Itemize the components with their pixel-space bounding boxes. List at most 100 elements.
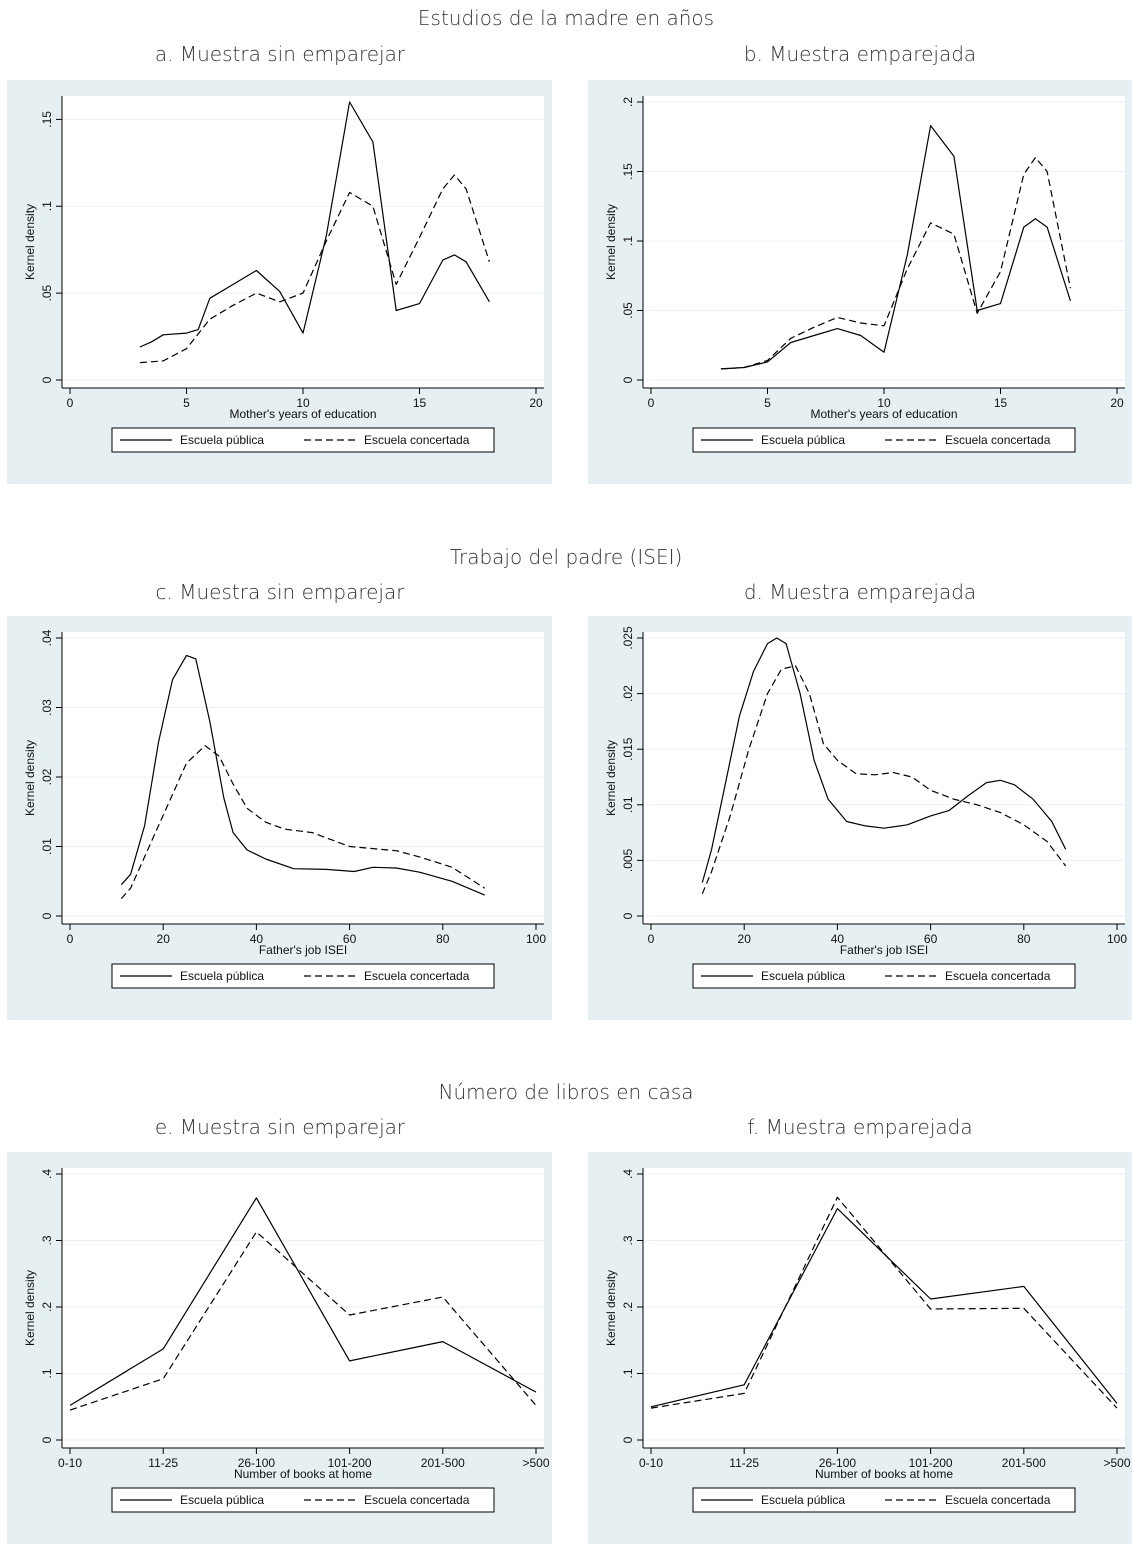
x-tick-label: 11-25 bbox=[148, 1456, 178, 1470]
y-axis-title: Kernel density bbox=[604, 740, 618, 816]
chart-panel-a: 0 .05 .1 .15 0 5 10 15 20 Mother's years of educa… bbox=[7, 80, 552, 484]
legend-box bbox=[111, 427, 495, 453]
y-tick-label: 0 bbox=[40, 376, 54, 383]
x-tick-label: 5 bbox=[764, 396, 771, 410]
plot-area bbox=[643, 96, 1125, 388]
legend-label-concertada: Escuela concertada bbox=[945, 1493, 1051, 1507]
x-tick-label: 40 bbox=[831, 932, 845, 946]
y-tick-label: .1 bbox=[40, 1368, 54, 1378]
y-tick-label: .03 bbox=[40, 699, 54, 716]
y-axis-title: Kernel density bbox=[604, 1270, 618, 1346]
legend-label-concertada: Escuela concertada bbox=[364, 433, 470, 447]
y-tick-label: 0 bbox=[40, 912, 54, 919]
y-tick-label: .2 bbox=[621, 1302, 635, 1312]
y-tick-label: .01 bbox=[40, 838, 54, 855]
y-axis-title: Kernel density bbox=[23, 740, 37, 816]
legend-label-concertada: Escuela concertada bbox=[945, 433, 1051, 447]
panel-title-f: f. Muestra emparejada bbox=[747, 1115, 973, 1139]
group-title-mother-education: Estudios de la madre en años bbox=[417, 6, 715, 30]
y-tick-label: .02 bbox=[40, 768, 54, 785]
x-tick-label: 20 bbox=[738, 932, 752, 946]
y-axis-title: Kernel density bbox=[604, 204, 618, 280]
series-line-concertada bbox=[720, 157, 1071, 370]
x-tick-label: 0 bbox=[67, 396, 74, 410]
plot-area bbox=[643, 632, 1125, 924]
legend-box bbox=[692, 963, 1076, 989]
legend-label-concertada: Escuela concertada bbox=[945, 969, 1051, 983]
x-tick-label: 20 bbox=[529, 396, 543, 410]
x-axis-title: Number of books at home bbox=[234, 1467, 372, 1481]
x-tick-label: 26-100 bbox=[819, 1456, 857, 1470]
y-tick-label: .2 bbox=[621, 97, 635, 107]
y-tick-label: .05 bbox=[40, 284, 54, 301]
x-tick-label: 80 bbox=[436, 932, 450, 946]
legend-label-publica: Escuela pública bbox=[180, 433, 264, 447]
x-tick-label: 60 bbox=[924, 932, 938, 946]
x-axis-title: Mother's years of education bbox=[810, 407, 957, 421]
legend-label-publica: Escuela pública bbox=[180, 1493, 264, 1507]
x-tick-label: 0 bbox=[67, 932, 74, 946]
y-tick-label: .01 bbox=[621, 796, 635, 813]
chart-panel-e: 0 .1 .2 .3 .4 0-10 11-25 26-100 101-200 201-500 >5… bbox=[7, 1152, 552, 1544]
y-tick-label: .1 bbox=[40, 201, 54, 211]
series-line-concertada bbox=[650, 1196, 1118, 1409]
x-tick-label: 26-100 bbox=[238, 1456, 276, 1470]
y-tick-label: .1 bbox=[621, 236, 635, 246]
x-axis-title: Mother's years of education bbox=[229, 407, 376, 421]
y-tick-label: .2 bbox=[40, 1302, 54, 1312]
x-tick-label: 0 bbox=[648, 396, 655, 410]
series-line-concertada bbox=[69, 1231, 537, 1411]
legend-label-publica: Escuela pública bbox=[180, 969, 264, 983]
chart-panel-f: 0 .1 .2 .3 .4 0-10 11-25 26-100 101-200 201-500 >5… bbox=[588, 1152, 1132, 1544]
panel-title-e: e. Muestra sin emparejar bbox=[154, 1115, 406, 1139]
legend-box bbox=[692, 427, 1076, 453]
legend-box bbox=[692, 1487, 1076, 1513]
y-tick-label: .1 bbox=[621, 1368, 635, 1378]
y-tick-label: .3 bbox=[40, 1235, 54, 1245]
legend-box bbox=[111, 963, 495, 989]
x-tick-label: >500 bbox=[522, 1456, 549, 1470]
x-tick-label: 0-10 bbox=[639, 1456, 663, 1470]
x-tick-label: 15 bbox=[994, 396, 1008, 410]
x-tick-label: 101-200 bbox=[909, 1456, 953, 1470]
x-tick-label: 40 bbox=[250, 932, 264, 946]
y-tick-label: .02 bbox=[621, 685, 635, 702]
y-tick-label: .15 bbox=[621, 163, 635, 180]
y-axis-title: Kernel density bbox=[23, 1270, 37, 1346]
y-tick-label: 0 bbox=[621, 912, 635, 919]
x-tick-label: 101-200 bbox=[328, 1456, 372, 1470]
x-tick-label: 80 bbox=[1017, 932, 1031, 946]
x-tick-label: 10 bbox=[877, 396, 891, 410]
series-line-publica bbox=[701, 637, 1067, 883]
plot-area bbox=[62, 96, 544, 388]
y-tick-label: .15 bbox=[40, 111, 54, 128]
legend-label-publica: Escuela pública bbox=[761, 433, 845, 447]
y-tick-label: 0 bbox=[621, 376, 635, 383]
panel-title-c: c. Muestra sin emparejar bbox=[155, 580, 405, 604]
series-line-publica bbox=[139, 101, 490, 348]
series-line-publica bbox=[720, 125, 1071, 370]
y-tick-label: .4 bbox=[621, 1169, 635, 1179]
plot-area bbox=[62, 632, 544, 924]
y-tick-label: .005 bbox=[621, 848, 635, 872]
series-line-publica bbox=[120, 654, 485, 896]
x-axis-title: Father's job ISEI bbox=[259, 943, 347, 957]
group-title-books: Número de libros en casa bbox=[438, 1080, 694, 1104]
chart-panel-c: 0 .01 .02 .03 .04 0 20 40 60 80 100 Father's job IS… bbox=[7, 616, 552, 1020]
legend-box bbox=[111, 1487, 495, 1513]
x-tick-label: 20 bbox=[157, 932, 171, 946]
x-tick-label: >500 bbox=[1103, 1456, 1130, 1470]
series-line-publica bbox=[650, 1208, 1118, 1408]
x-tick-label: 201-500 bbox=[1002, 1456, 1046, 1470]
x-tick-label: 15 bbox=[413, 396, 427, 410]
plot-area bbox=[62, 1168, 544, 1448]
x-tick-label: 201-500 bbox=[421, 1456, 465, 1470]
y-tick-label: .025 bbox=[621, 626, 635, 650]
chart-panel-d: 0 .005 .01 .015 .02 .025 0 20 40 60 80 100 Father's … bbox=[588, 616, 1132, 1020]
y-axis-title: Kernel density bbox=[23, 204, 37, 280]
legend-label-publica: Escuela pública bbox=[761, 969, 845, 983]
series-line-publica bbox=[69, 1197, 537, 1406]
panel-title-a: a. Muestra sin emparejar bbox=[154, 42, 406, 66]
x-tick-label: 10 bbox=[296, 396, 310, 410]
x-tick-label: 0 bbox=[648, 932, 655, 946]
